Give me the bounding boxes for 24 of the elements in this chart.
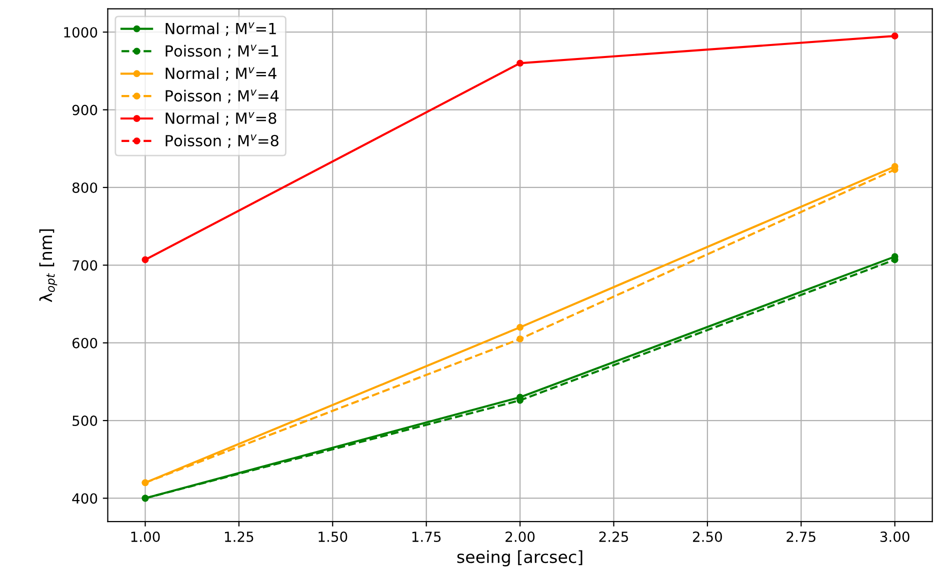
legend-label: Poisson ; M$^{v}$=4	[166, 90, 279, 104]
legend-label: Normal ; M$^{v}$=8	[166, 112, 276, 126]
x-axis-title: seeing [arcsec]	[457, 550, 582, 566]
x-tick-label: 1.25	[225, 532, 254, 542]
legend-label: Normal ; M$^{v}$=4	[166, 67, 276, 81]
x-tick-label: 2.25	[599, 532, 628, 542]
y-tick-label: 1000	[64, 27, 98, 38]
x-tick-label: 2.00	[506, 532, 535, 542]
x-tick-label: 3.00	[880, 532, 910, 542]
y-tick-label: 500	[72, 416, 98, 426]
legend-label: Poisson ; M$^{v}$=1	[166, 44, 278, 58]
legend-label: Poisson ; M$^{v}$=8	[166, 134, 278, 148]
legend-label: Normal ; M$^{v}$=1	[166, 22, 276, 36]
x-tick-label: 1.50	[318, 532, 348, 542]
y-axis-title: λ$_{opt}$ [nm]	[39, 229, 58, 302]
y-tick-label: 600	[72, 338, 98, 348]
y-tick-label: 900	[72, 104, 98, 116]
x-tick-label: 2.50	[692, 532, 722, 542]
x-tick-label: 1.00	[131, 532, 160, 542]
x-tick-label: 1.75	[412, 532, 441, 542]
x-tick-label: 2.75	[786, 532, 816, 542]
y-tick-label: 400	[72, 493, 98, 504]
y-tick-label: 800	[72, 182, 98, 193]
y-tick-label: 700	[72, 260, 98, 271]
